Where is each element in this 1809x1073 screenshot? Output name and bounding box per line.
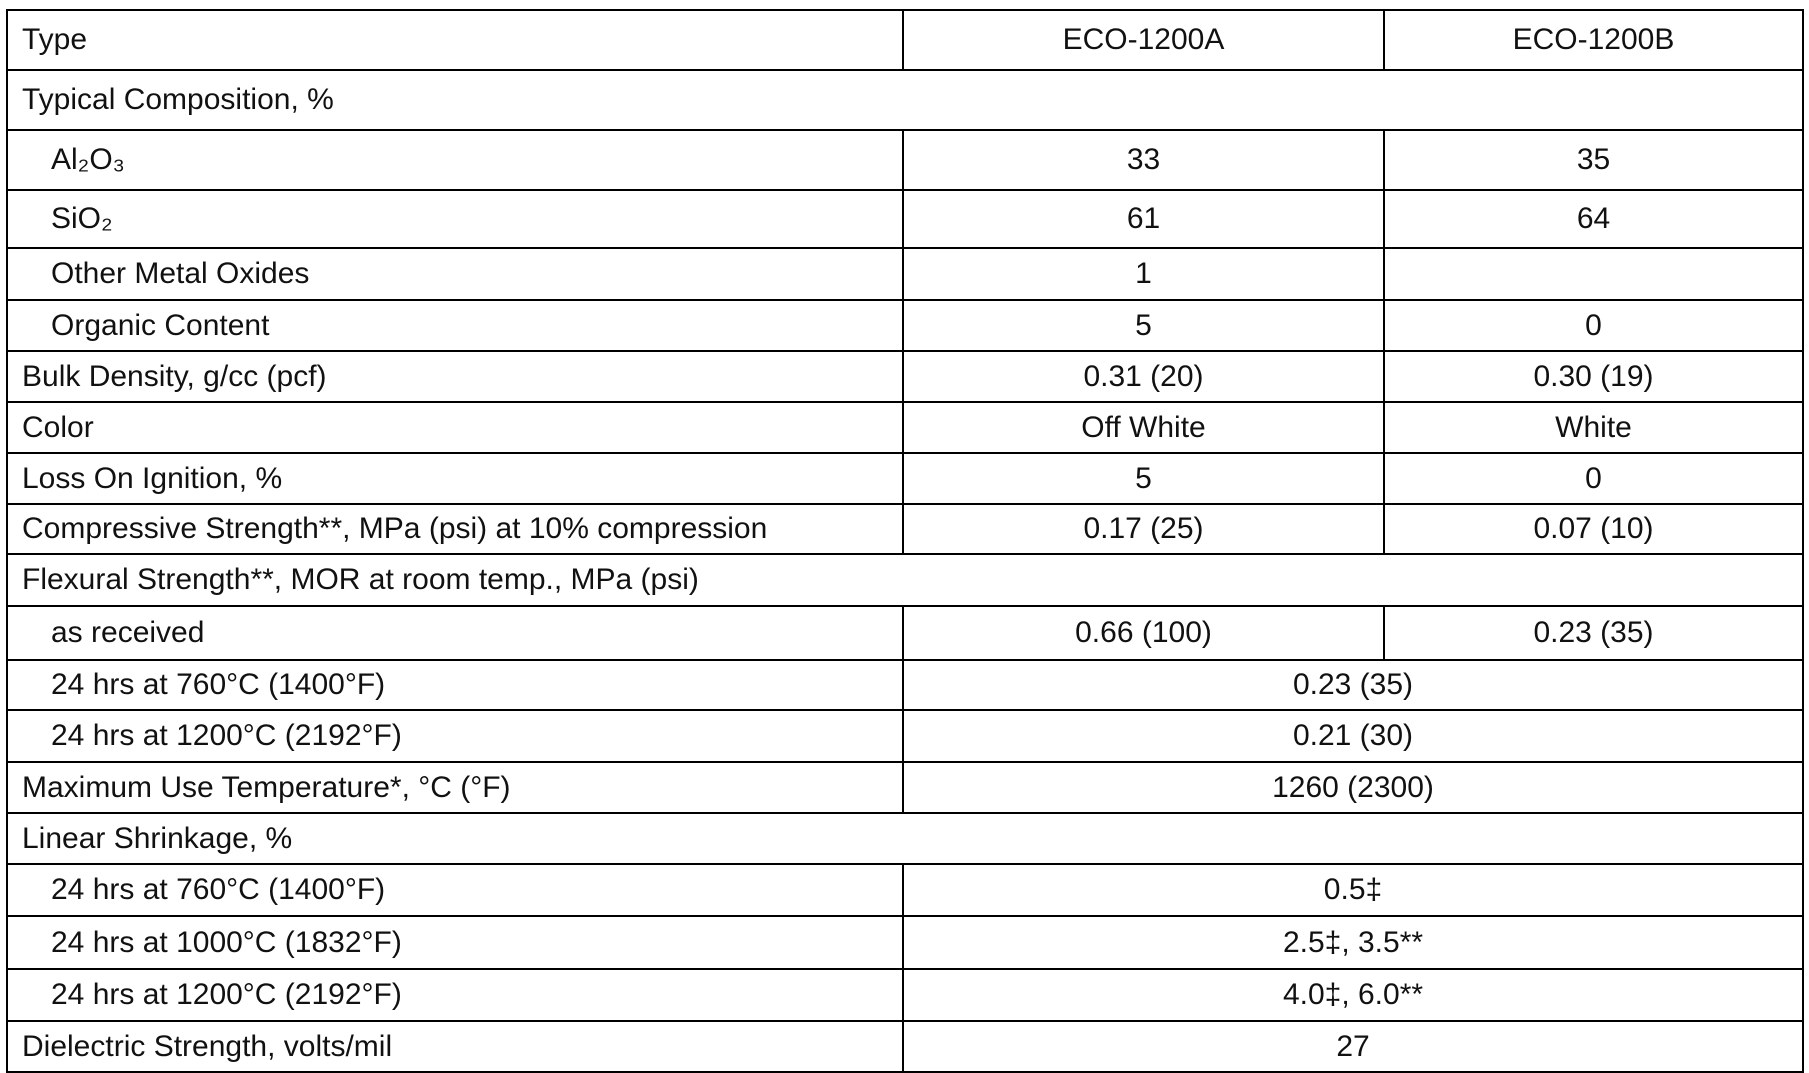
table-row: Color Off White White (6, 401, 1804, 454)
cell-value: 0.5‡ (902, 863, 1804, 917)
property-table: Type ECO-1200A ECO-1200B Typical Compositio… (6, 9, 1804, 1073)
cell-value: 4.0‡, 6.0** (902, 968, 1804, 1022)
table-row: Type ECO-1200A ECO-1200B (6, 9, 1804, 71)
row-label: as received (6, 605, 904, 661)
row-label: 24 hrs at 760°C (1400°F) (6, 863, 904, 917)
row-label: Other Metal Oxides (6, 247, 904, 301)
cell-value: 0.23 (35) (902, 659, 1804, 711)
row-label: 24 hrs at 1000°C (1832°F) (6, 915, 904, 970)
cell-value: Off White (902, 401, 1385, 454)
row-label: Type (6, 9, 904, 71)
cell-value: 5 (902, 299, 1385, 352)
table-row: Flexural Strength**, MOR at room temp., … (6, 553, 1804, 607)
cell-value: 33 (902, 129, 1385, 191)
row-label: Loss On Ignition, % (6, 452, 904, 505)
cell-value: 27 (902, 1020, 1804, 1073)
cell-value: ECO-1200B (1383, 9, 1804, 71)
row-label: Bulk Density, g/cc (pcf) (6, 350, 904, 403)
row-label: 24 hrs at 1200°C (2192°F) (6, 968, 904, 1022)
table-row: 24 hrs at 1200°C (2192°F) 4.0‡, 6.0** (6, 968, 1804, 1022)
cell-value: 0 (1383, 299, 1804, 352)
cell-value: 0.31 (20) (902, 350, 1385, 403)
row-label: Typical Composition, % (6, 69, 1804, 131)
table-row: Other Metal Oxides 1 (6, 247, 1804, 301)
cell-value: 0.07 (10) (1383, 503, 1804, 555)
table-body: Type ECO-1200A ECO-1200B Typical Compositio… (6, 9, 1804, 1073)
cell-value: 0.30 (19) (1383, 350, 1804, 403)
table-row: SiO₂ 61 64 (6, 189, 1804, 249)
row-label: Maximum Use Temperature*, °C (°F) (6, 761, 904, 814)
table-row: Maximum Use Temperature*, °C (°F) 1260 (2… (6, 761, 1804, 814)
cell-value: 2.5‡, 3.5** (902, 915, 1804, 970)
cell-value: White (1383, 401, 1804, 454)
cell-value: 1 (902, 247, 1385, 301)
cell-value: 64 (1383, 189, 1804, 249)
cell-value: 35 (1383, 129, 1804, 191)
table-row: Loss On Ignition, % 5 0 (6, 452, 1804, 505)
cell-value: 0.21 (30) (902, 709, 1804, 763)
table-row: Linear Shrinkage, % (6, 812, 1804, 865)
table-row: Bulk Density, g/cc (pcf) 0.31 (20) 0.30 (1… (6, 350, 1804, 403)
row-label: Compressive Strength**, MPa (psi) at 10%… (6, 503, 904, 555)
cell-value: ECO-1200A (902, 9, 1385, 71)
table-row: Al₂O₃ 33 35 (6, 129, 1804, 191)
cell-value: 5 (902, 452, 1385, 505)
table-row: 24 hrs at 760°C (1400°F) 0.23 (35) (6, 659, 1804, 711)
row-label: Al₂O₃ (6, 129, 904, 191)
cell-value: 0 (1383, 452, 1804, 505)
table-row: Dielectric Strength, volts/mil 27 (6, 1020, 1804, 1073)
table-row: 24 hrs at 1000°C (1832°F) 2.5‡, 3.5** (6, 915, 1804, 970)
table-row: Compressive Strength**, MPa (psi) at 10%… (6, 503, 1804, 555)
row-label: Organic Content (6, 299, 904, 352)
cell-value: 61 (902, 189, 1385, 249)
cell-value: 0.66 (100) (902, 605, 1385, 661)
row-label: Dielectric Strength, volts/mil (6, 1020, 904, 1073)
row-label: Color (6, 401, 904, 454)
cell-value (1383, 247, 1804, 301)
table-row: as received 0.66 (100) 0.23 (35) (6, 605, 1804, 661)
table-row: Typical Composition, % (6, 69, 1804, 131)
cell-value: 0.23 (35) (1383, 605, 1804, 661)
table-row: 24 hrs at 760°C (1400°F) 0.5‡ (6, 863, 1804, 917)
row-label: 24 hrs at 1200°C (2192°F) (6, 709, 904, 763)
row-label: Linear Shrinkage, % (6, 812, 1804, 865)
cell-value: 0.17 (25) (902, 503, 1385, 555)
cell-value: 1260 (2300) (902, 761, 1804, 814)
row-label: 24 hrs at 760°C (1400°F) (6, 659, 904, 711)
row-label: Flexural Strength**, MOR at room temp., … (6, 553, 1804, 607)
table-row: Organic Content 5 0 (6, 299, 1804, 352)
table-row: 24 hrs at 1200°C (2192°F) 0.21 (30) (6, 709, 1804, 763)
row-label: SiO₂ (6, 189, 904, 249)
